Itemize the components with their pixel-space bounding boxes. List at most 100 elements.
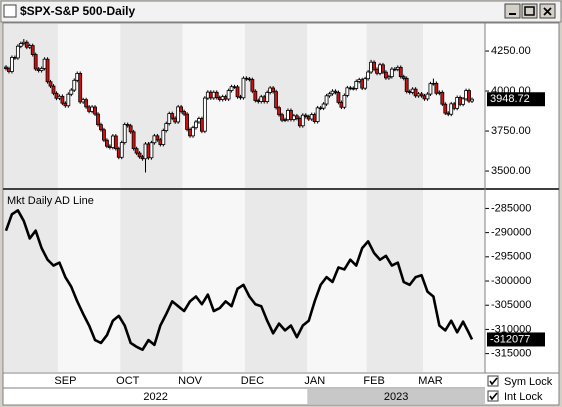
candle-body bbox=[164, 123, 169, 131]
sym-lock-checkbox[interactable] bbox=[487, 375, 499, 387]
candle-body bbox=[407, 91, 412, 93]
candle-body bbox=[54, 92, 59, 99]
month-band bbox=[120, 24, 183, 372]
candle-body bbox=[179, 106, 184, 112]
y-tick-label: -305000 bbox=[491, 299, 531, 311]
candle-body bbox=[259, 96, 264, 103]
month-band bbox=[182, 24, 245, 372]
candle-body bbox=[158, 139, 163, 145]
candle-body bbox=[274, 91, 279, 109]
candle-body bbox=[140, 156, 145, 160]
candle-body bbox=[125, 124, 130, 127]
candle-body bbox=[33, 54, 38, 70]
candle-body bbox=[51, 85, 56, 94]
int-lock-label: Int Lock bbox=[504, 391, 543, 403]
candle-body bbox=[199, 118, 204, 132]
candle-body bbox=[458, 97, 463, 105]
candle-body bbox=[102, 129, 106, 141]
minimize-button[interactable] bbox=[504, 3, 521, 19]
candle-body bbox=[173, 117, 178, 123]
candle-body bbox=[21, 41, 26, 44]
candle-body bbox=[93, 106, 97, 115]
candle-body bbox=[268, 87, 273, 93]
candle-body bbox=[27, 45, 32, 48]
ad-line bbox=[4, 209, 474, 352]
month-band bbox=[57, 24, 121, 372]
x-tick-label: FEB bbox=[363, 375, 384, 387]
candle-body bbox=[42, 58, 47, 69]
candle-body bbox=[422, 95, 427, 100]
candle-body bbox=[303, 114, 308, 118]
title-bar bbox=[0, 0, 562, 23]
candle-body bbox=[45, 58, 50, 83]
last-value-label: -312077 bbox=[490, 333, 530, 345]
candle-body bbox=[452, 103, 457, 109]
candle-body bbox=[324, 95, 329, 105]
plot-layer: SEP OCT NOV DEC JAN FEB MAR 2022 2023 3500.00 3750… bbox=[4, 24, 545, 404]
candle-body bbox=[217, 97, 222, 100]
candle-body bbox=[434, 82, 439, 94]
candle-body bbox=[15, 45, 20, 59]
candle-body bbox=[467, 90, 471, 102]
candle-body bbox=[69, 89, 74, 95]
candle-body bbox=[381, 64, 385, 73]
y-tick-label: -285000 bbox=[491, 202, 531, 214]
last-value-box bbox=[487, 92, 545, 107]
candle-body bbox=[271, 87, 276, 93]
candle-body bbox=[13, 57, 17, 59]
candle-body bbox=[170, 113, 175, 119]
candle-body bbox=[470, 98, 474, 102]
candle-body bbox=[214, 91, 219, 98]
candle-body bbox=[449, 103, 454, 115]
candle-body bbox=[155, 135, 160, 141]
candle-body bbox=[226, 90, 231, 100]
sym-lock-label: Sym Lock bbox=[504, 376, 553, 388]
x-tick-label: DEC bbox=[241, 375, 264, 387]
candle-body bbox=[419, 93, 424, 97]
candle-body bbox=[182, 111, 186, 115]
candle-body bbox=[327, 93, 332, 97]
candle-body bbox=[300, 114, 305, 127]
window-icon bbox=[3, 4, 17, 18]
x-tick-label: OCT bbox=[116, 375, 140, 387]
candle-body bbox=[238, 96, 243, 99]
candle-body bbox=[87, 106, 92, 112]
candle-body bbox=[105, 139, 109, 147]
month-band bbox=[423, 24, 485, 372]
candle-body bbox=[205, 91, 210, 99]
candle-body bbox=[336, 92, 341, 103]
candle-body bbox=[395, 66, 400, 70]
candle-body bbox=[286, 110, 290, 121]
candle-body bbox=[18, 43, 23, 47]
candle-body bbox=[194, 121, 198, 129]
last-value-box bbox=[487, 332, 545, 347]
x-tick-label: MAR bbox=[418, 375, 443, 387]
candle-body bbox=[232, 86, 237, 88]
candle-body bbox=[167, 113, 172, 124]
candle-body bbox=[354, 81, 359, 89]
candle-body bbox=[443, 103, 448, 114]
candle-body bbox=[392, 68, 397, 71]
candle-body bbox=[113, 135, 118, 150]
candle-body bbox=[265, 92, 270, 103]
year-band bbox=[4, 389, 308, 404]
candle-body bbox=[366, 71, 371, 80]
candle-body bbox=[84, 99, 89, 108]
window-buttons bbox=[504, 3, 556, 19]
candle-body bbox=[185, 113, 189, 130]
candle-body bbox=[455, 97, 460, 109]
int-lock-checkbox[interactable] bbox=[487, 390, 499, 402]
candle-body bbox=[99, 124, 103, 131]
candle-body bbox=[461, 98, 465, 105]
candle-body bbox=[134, 148, 139, 154]
candle-body bbox=[386, 76, 391, 79]
candle-body bbox=[107, 145, 112, 148]
candle-body bbox=[90, 106, 94, 112]
candle-body bbox=[440, 91, 445, 105]
x-tick-label: NOV bbox=[178, 375, 203, 387]
maximize-icon bbox=[524, 6, 535, 16]
candle-body bbox=[289, 110, 293, 120]
candle-body bbox=[149, 142, 154, 159]
candle-body bbox=[161, 130, 166, 145]
candle-body bbox=[464, 90, 468, 100]
